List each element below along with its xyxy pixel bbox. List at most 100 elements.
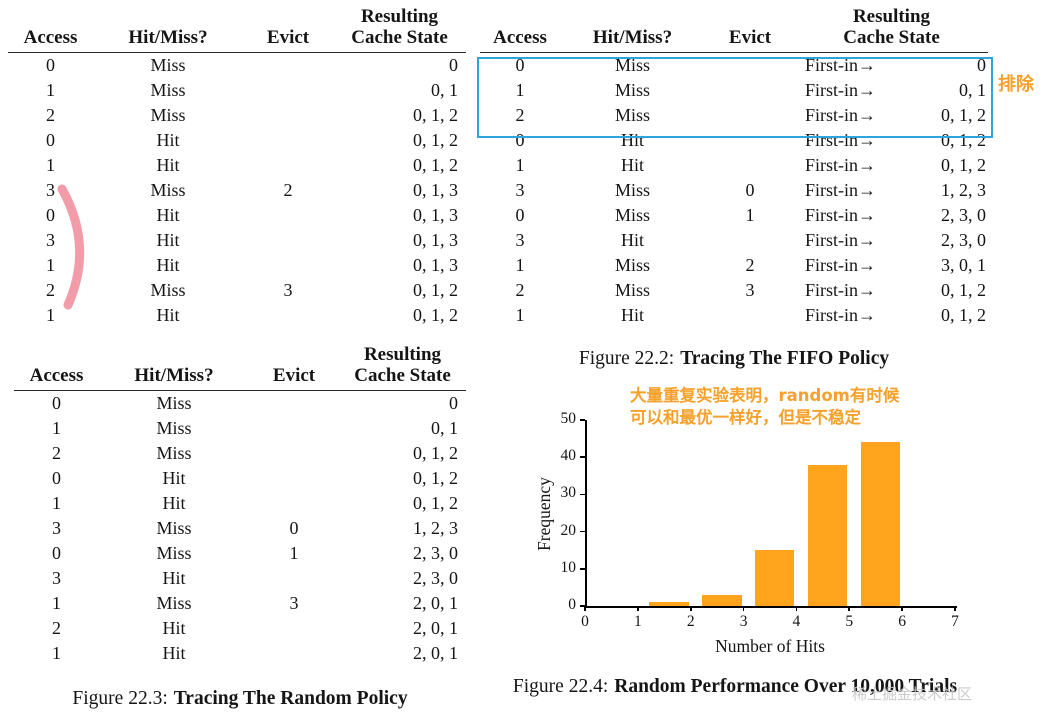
cache-state-value: 0, 1, 2 bbox=[413, 154, 458, 175]
access-cell: 2 bbox=[515, 104, 525, 125]
histogram-bar bbox=[701, 594, 742, 606]
cache-state-value: 0, 1, 2 bbox=[941, 279, 986, 300]
y-tick-mark bbox=[580, 605, 585, 607]
cache-state-value: 0, 1, 2 bbox=[413, 279, 458, 300]
y-tick-label: 30 bbox=[560, 484, 577, 502]
cache-state-cell: First-in→ 2, 3, 0 bbox=[795, 205, 988, 226]
fifo-policy-table: Access Hit/Miss? Evict Resulting Cache S… bbox=[480, 6, 988, 328]
table-row: 1 Miss 2 First-in→ 3, 0, 1 bbox=[480, 253, 988, 278]
hitmiss-cell: Hit bbox=[620, 229, 644, 250]
cache-state-value: 1, 2, 3 bbox=[413, 517, 458, 538]
table-header: Access Hit/Miss? Evict Resulting Cache S… bbox=[8, 6, 466, 53]
access-cell: 1 bbox=[52, 592, 61, 613]
first-in-label: First-in→ bbox=[805, 79, 877, 100]
cache-state-value: 0, 1, 3 bbox=[413, 229, 458, 250]
cache-state-cell: 2, 0, 1 bbox=[339, 618, 466, 639]
cache-state-value: 2, 3, 0 bbox=[941, 204, 986, 225]
table-row: 3 Hit 0, 1, 3 bbox=[8, 228, 466, 253]
random-performance-chart: Frequency Number of Hits 0 1 2 3 4 5 6 7 0 10 20 30… bbox=[530, 410, 1000, 667]
hitmiss-cell: Hit bbox=[156, 229, 180, 250]
cache-state-cell: 2, 0, 1 bbox=[339, 593, 466, 614]
col-header-access: Access bbox=[29, 365, 84, 387]
hitmiss-cell: Miss bbox=[614, 54, 650, 75]
histogram-bar bbox=[860, 442, 901, 606]
y-tick-label: 10 bbox=[560, 558, 577, 576]
access-cell: 3 bbox=[46, 179, 55, 200]
cache-state-value: 2, 3, 0 bbox=[413, 542, 458, 563]
caption-prefix: Figure 22.4: bbox=[512, 676, 609, 697]
hitmiss-cell: Hit bbox=[156, 304, 180, 325]
evict-cell: 2 bbox=[745, 254, 755, 275]
table-row: 1 Hit 0, 1, 2 bbox=[8, 153, 466, 178]
hitmiss-cell: Hit bbox=[156, 129, 180, 150]
first-in-label: First-in→ bbox=[805, 279, 877, 300]
cache-state-cell: 0, 1, 2 bbox=[333, 130, 466, 151]
access-cell: 1 bbox=[46, 254, 55, 275]
hitmiss-cell: Hit bbox=[162, 642, 186, 663]
cache-state-cell: 2, 3, 0 bbox=[339, 543, 466, 564]
x-tick-mark bbox=[901, 606, 903, 611]
table-row: 0 Miss 0 bbox=[14, 391, 466, 416]
access-cell: 3 bbox=[515, 179, 525, 200]
table-row: 2 Miss 3 0, 1, 2 bbox=[8, 278, 466, 303]
x-tick-label: 5 bbox=[845, 613, 854, 630]
evict-cell: 0 bbox=[745, 179, 755, 200]
hand-drawn-arc-annotation bbox=[57, 184, 85, 310]
cache-state-cell: First-in→ 0, 1, 2 bbox=[795, 305, 988, 326]
cache-state-value: 2, 3, 0 bbox=[413, 567, 458, 588]
cache-state-value: 0, 1, 2 bbox=[413, 104, 458, 125]
cache-state-cell: 0, 1, 2 bbox=[333, 280, 466, 301]
first-in-label: First-in→ bbox=[805, 229, 877, 250]
x-tick-label: 2 bbox=[686, 613, 695, 630]
hitmiss-cell: Miss bbox=[614, 179, 650, 200]
cache-state-cell: 0 bbox=[333, 55, 466, 76]
access-cell: 1 bbox=[46, 304, 55, 325]
y-tick-mark bbox=[580, 419, 585, 421]
table-row: 1 Hit 0, 1, 2 bbox=[8, 303, 466, 328]
x-tick-mark bbox=[848, 606, 851, 611]
chart-annotation: 大量重复实验表明，random有时候 可以和最优一样好，但是不稳定 bbox=[630, 385, 899, 430]
cache-state-cell: 0, 1, 3 bbox=[333, 230, 466, 251]
cache-state-value: 0, 1, 2 bbox=[413, 467, 458, 488]
cache-state-cell: 0, 1, 3 bbox=[333, 205, 466, 226]
figure-caption-chart: Figure 22.4: Random Performance Over 10,0… bbox=[490, 676, 980, 698]
access-cell: 0 bbox=[515, 54, 525, 75]
access-cell: 1 bbox=[515, 254, 525, 275]
col-header-access: Access bbox=[23, 27, 78, 49]
cache-state-cell: First-in→ 0, 1, 2 bbox=[795, 105, 988, 126]
histogram-bar bbox=[754, 550, 795, 606]
access-cell: 0 bbox=[46, 129, 55, 150]
hitmiss-cell: Miss bbox=[150, 279, 186, 300]
cache-state-value: 0, 1 bbox=[959, 79, 986, 100]
hitmiss-cell: Miss bbox=[150, 104, 186, 125]
table-row: 0 Miss First-in→ 0 bbox=[480, 53, 988, 78]
col-header-cache-state: Resulting Cache State bbox=[351, 6, 448, 49]
table-row: 1 Miss 0, 1 bbox=[14, 416, 466, 441]
evict-cell: 3 bbox=[289, 592, 299, 613]
table-row: 1 Miss 0, 1 bbox=[8, 78, 466, 103]
col-header-evict: Evict bbox=[266, 27, 310, 49]
cache-state-value: 0, 1, 2 bbox=[941, 129, 986, 150]
cache-state-value: 0, 1 bbox=[431, 417, 458, 438]
table-row: 0 Hit 0, 1, 2 bbox=[14, 466, 466, 491]
evict-cell: 0 bbox=[289, 517, 299, 538]
cache-state-value: 2, 0, 1 bbox=[413, 592, 458, 613]
cache-state-cell: 0, 1, 2 bbox=[339, 443, 466, 464]
y-tick-label: 0 bbox=[568, 596, 576, 613]
hitmiss-cell: Miss bbox=[150, 179, 186, 200]
cache-state-cell: 2, 0, 1 bbox=[339, 643, 466, 664]
access-cell: 1 bbox=[46, 79, 55, 100]
access-cell: 1 bbox=[52, 492, 61, 513]
table-row: 0 Hit 0, 1, 2 bbox=[8, 128, 466, 153]
table-row: 2 Miss 0, 1, 2 bbox=[14, 441, 466, 466]
hitmiss-cell: Hit bbox=[620, 129, 644, 150]
cache-state-cell: 0, 1 bbox=[333, 80, 466, 101]
histogram-bar bbox=[649, 602, 689, 606]
cache-state-value: 0, 1, 2 bbox=[413, 492, 458, 513]
table-header: Access Hit/Miss? Evict Resulting Cache S… bbox=[14, 344, 466, 391]
cache-state-value: 0, 1, 2 bbox=[413, 442, 458, 463]
cache-state-value: 0, 1 bbox=[431, 79, 458, 100]
cache-state-value: 0, 1, 2 bbox=[941, 304, 986, 325]
cache-state-value: 0, 1, 2 bbox=[413, 129, 458, 150]
histogram-bar bbox=[807, 464, 848, 606]
